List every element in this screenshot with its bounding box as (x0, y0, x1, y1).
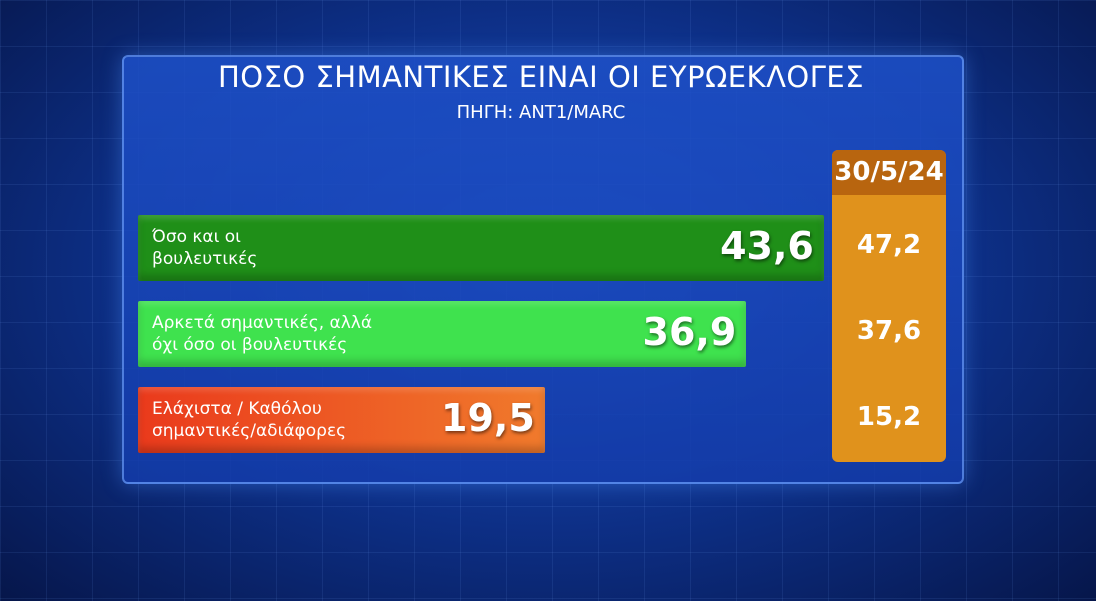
chart-title: ΠΟΣΟ ΣΗΜΑΝΤΙΚΕΣ ΕΙΝΑΙ ΟΙ ΕΥΡΩΕΚΛΟΓΕΣ (217, 60, 865, 94)
comparison-column (832, 150, 946, 462)
category-label: Όσο και οι βουλευτικές (152, 227, 258, 269)
bar (138, 301, 747, 367)
comparison-value: 47,2 (856, 230, 922, 260)
comparison-value: 37,6 (856, 316, 922, 346)
category-label: Αρκετά σημαντικές, αλλά όχι όσο οι βουλε… (152, 313, 373, 355)
value-label: 36,9 (642, 310, 737, 354)
comparison-header: 30/5/24 (832, 150, 946, 195)
comparison-value: 15,2 (856, 402, 922, 432)
chart-subtitle: ΠΗΓΗ: ΑΝΤ1/MARC (456, 102, 626, 123)
value-label: 19,5 (441, 396, 535, 440)
bar (138, 387, 545, 453)
value-label: 43,6 (720, 224, 814, 268)
bar (138, 215, 824, 281)
category-label: Ελάχιστα / Καθόλου σημαντικές/αδιάφορες (152, 399, 347, 441)
